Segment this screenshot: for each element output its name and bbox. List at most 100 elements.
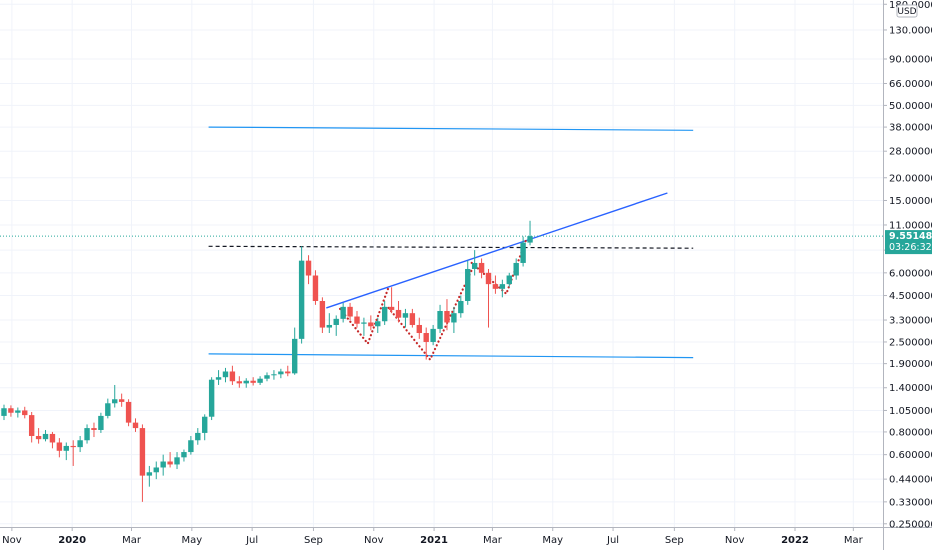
y-tick-label: 66.000000 [889, 79, 932, 90]
price-axis[interactable]: 180.000000130.00000090.00000066.00000050… [883, 0, 932, 530]
y-tick-label: 1.050000 [889, 406, 932, 417]
currency-badge-box [896, 4, 918, 18]
candle-body [35, 435, 42, 440]
candle-body [305, 260, 312, 276]
candle-body [84, 428, 90, 441]
candle-body [222, 371, 229, 378]
candle-body [402, 313, 409, 318]
candle-body [437, 311, 443, 329]
candle-body [492, 284, 499, 289]
candle-body [15, 410, 21, 413]
currency-label: USD [897, 7, 916, 17]
x-tick-label: Jul [606, 535, 619, 546]
y-tick-label: 0.800000 [889, 427, 932, 438]
candles [1, 220, 533, 502]
y-tick-label: 6.000000 [889, 268, 932, 279]
resistance-dashed-line[interactable] [208, 245, 694, 249]
drawings [0, 126, 883, 362]
candle-body [160, 461, 166, 468]
candle-body [409, 313, 416, 325]
currency-badge[interactable]: USD [896, 4, 918, 18]
y-tick-label: 0.250000 [889, 519, 932, 530]
rising-trendline[interactable] [326, 192, 668, 309]
candle-body [49, 433, 56, 443]
candle-body [430, 328, 436, 342]
y-tick-label: 0.440000 [889, 475, 932, 486]
candle-body [202, 416, 208, 433]
candle-body [1, 408, 7, 416]
candle-body [70, 445, 76, 448]
candle-body [326, 324, 333, 328]
candle-body [527, 236, 533, 243]
candle-body [395, 309, 402, 318]
candle-body [347, 306, 353, 317]
candle-body [167, 461, 173, 465]
candle-body [264, 375, 270, 379]
y-tick-label: 38.000000 [889, 123, 932, 134]
candle-body [368, 322, 374, 327]
candle-body [236, 381, 243, 384]
candle-body [361, 322, 367, 324]
y-tick-label: 3.300000 [889, 316, 932, 327]
candle-body [63, 445, 69, 451]
candle-body [188, 440, 194, 453]
candle-body [375, 321, 381, 327]
y-tick-label: 50.000000 [889, 101, 932, 112]
x-tick-label: Nov [725, 535, 745, 546]
candle-body [8, 408, 14, 413]
pattern-dots-middle[interactable] [387, 269, 473, 362]
candle-body [319, 300, 326, 328]
candle-body [22, 410, 28, 416]
x-tick-label: May [181, 535, 202, 546]
upper-horizontal-line[interactable] [208, 126, 694, 131]
candle-body [520, 242, 526, 263]
candle-body [458, 300, 464, 314]
x-tick-label: Sep [304, 535, 323, 546]
y-tick-label: 0.600000 [889, 450, 932, 461]
lower-horizontal-line[interactable] [208, 353, 694, 359]
y-tick-label: 1.400000 [889, 383, 932, 394]
candle-body [340, 306, 346, 319]
y-tick-label: 130.000000 [889, 25, 932, 36]
candle-body [513, 262, 519, 276]
candle-body [444, 311, 450, 323]
x-tick-label: 2022 [781, 535, 809, 546]
candle-body [195, 432, 201, 441]
candle-body [312, 275, 319, 301]
candle-body [485, 272, 492, 285]
y-tick-label: 2.500000 [889, 337, 932, 348]
candle-body [42, 433, 49, 440]
x-tick-label: Mar [122, 535, 142, 546]
y-tick-label: 15.000000 [889, 196, 932, 207]
candle-body [91, 428, 97, 430]
candle-body [257, 378, 263, 383]
candle-body [243, 380, 249, 384]
candle-body [208, 379, 215, 417]
x-tick-label: Mar [483, 535, 503, 546]
countdown-value: 03:26:32 [889, 242, 932, 253]
pattern-dots-right[interactable] [470, 236, 529, 296]
candle-body [388, 306, 395, 310]
candle-body [229, 371, 236, 382]
candle-body [478, 262, 485, 273]
candle-body [381, 306, 388, 322]
candle-body [153, 467, 159, 473]
x-tick-label: Sep [665, 535, 684, 546]
candle-body [423, 333, 429, 342]
y-tick-label: 28.000000 [889, 147, 932, 158]
candle-body [506, 275, 512, 285]
x-tick-label: Nov [364, 535, 384, 546]
x-tick-label: 2020 [58, 535, 86, 546]
x-tick-label: Mar [844, 535, 864, 546]
candle-body [132, 422, 139, 429]
x-tick-label: Nov [2, 535, 22, 546]
candle-body [118, 399, 125, 402]
candle-body [298, 260, 305, 339]
y-tick-label: 4.500000 [889, 291, 932, 302]
pattern-dots-left[interactable] [339, 286, 390, 346]
candle-body [416, 324, 422, 334]
time-axis[interactable]: Nov 2020 Mar May Jul Sep Nov 2021 Mar May Jul Sep No… [2, 527, 864, 546]
candle-body [146, 472, 153, 476]
